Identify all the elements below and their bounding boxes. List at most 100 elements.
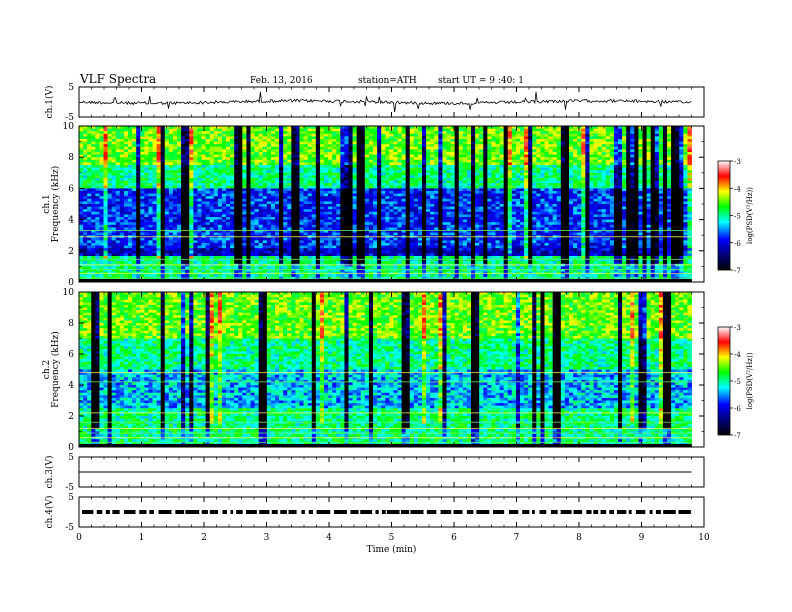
- spectrogram-cell: [552, 159, 558, 163]
- spectrogram-cell: [650, 193, 656, 197]
- spectrogram-cell: [638, 198, 643, 202]
- spectrogram-cell: [532, 141, 537, 145]
- spectrogram-cell: [385, 204, 390, 207]
- spectrogram-cell: [221, 175, 227, 179]
- spectrogram-cell: [593, 204, 598, 207]
- spectrogram-cell: [164, 196, 170, 200]
- spectrogram-cell: [283, 170, 288, 174]
- spectrogram-cell: [373, 191, 378, 194]
- spectrogram-cell: [234, 139, 239, 142]
- spectrogram-cell: [132, 178, 137, 181]
- spectrogram-cell: [377, 172, 382, 176]
- spectrogram-cell: [217, 146, 223, 150]
- spectrogram-cell: [401, 170, 407, 174]
- spectrogram-cell: [430, 131, 435, 135]
- spectrogram-cell: [107, 185, 113, 189]
- spectrogram-cell: [446, 159, 451, 163]
- spectrogram-cell: [213, 191, 219, 194]
- spectrogram-cell: [573, 146, 578, 150]
- spectrogram-cell: [213, 157, 219, 161]
- spectrogram-cell: [201, 167, 206, 171]
- spectrogram-cell: [634, 152, 639, 155]
- spectrogram-cell: [91, 180, 96, 184]
- spectrogram-cell: [303, 196, 309, 200]
- spectrogram-cell: [413, 128, 419, 132]
- spectrogram-cell: [438, 149, 443, 153]
- spectrogram-cell: [601, 185, 607, 189]
- spectrogram-cell: [471, 188, 476, 192]
- spectrogram-cell: [434, 157, 439, 161]
- spectrogram-cell: [479, 146, 484, 150]
- spectrogram-cell: [618, 136, 623, 140]
- spectrogram-cell: [605, 141, 611, 145]
- spectrogram-cell: [426, 201, 431, 205]
- spectrogram-cell: [201, 188, 206, 192]
- spectrogram-cell: [581, 204, 586, 207]
- spectrogram-cell: [79, 126, 84, 129]
- spectrogram-cell: [581, 152, 586, 155]
- spectrogram-cell: [287, 139, 292, 142]
- spectrogram-cell: [634, 204, 639, 207]
- spectrogram-cell: [515, 172, 521, 176]
- spectrogram-cell: [687, 180, 692, 184]
- spectrogram-cell: [115, 165, 121, 168]
- spectrogram-cell: [626, 175, 631, 179]
- spectrogram-cell: [646, 136, 652, 140]
- spectrogram-cell: [487, 183, 492, 187]
- spectrogram-cell: [79, 133, 84, 137]
- spectrogram-cell: [377, 162, 382, 166]
- spectrogram-cell: [524, 144, 529, 148]
- spectrogram-cell: [401, 131, 407, 135]
- spectrogram-cell: [381, 131, 386, 135]
- spectrogram-cell: [107, 170, 113, 174]
- spectrogram-cell: [393, 209, 398, 213]
- spectrogram-cell: [250, 154, 255, 158]
- spectrogram-cell: [258, 141, 264, 145]
- spectrogram-cell: [115, 167, 121, 171]
- spectrogram-cell: [279, 206, 284, 210]
- spectrogram-cell: [544, 152, 549, 155]
- spectrogram-cell: [613, 183, 619, 187]
- spectrogram-cell: [622, 141, 627, 145]
- spectrogram-cell: [356, 152, 362, 155]
- spectrogram-cell: [495, 170, 500, 174]
- spectrogram-cell: [471, 154, 476, 158]
- spectrogram-cell: [287, 157, 292, 161]
- spectrogram-cell: [368, 136, 374, 140]
- spectrogram-cell: [197, 162, 202, 166]
- spectrogram-cell: [201, 196, 206, 200]
- spectrogram-cell: [319, 139, 325, 142]
- spectrogram-cell: [254, 209, 260, 213]
- spectrogram-cell: [569, 165, 574, 168]
- spectrogram-cell: [360, 206, 366, 210]
- spectrogram-cell: [193, 183, 198, 187]
- spectrogram-cell: [283, 193, 288, 197]
- spectrogram-cell: [156, 204, 162, 207]
- spectrogram-cell: [646, 198, 652, 202]
- spectrogram-cell: [213, 172, 219, 176]
- spectrogram-cell: [434, 204, 439, 207]
- spectrogram-cell: [262, 154, 268, 158]
- spectrogram-cell: [181, 165, 186, 168]
- spectrogram-cell: [613, 198, 619, 202]
- spectrogram-cell: [515, 175, 521, 179]
- spectrogram-cell: [548, 136, 554, 140]
- spectrogram-cell: [397, 188, 402, 192]
- spectrogram-cell: [409, 128, 415, 132]
- spectrogram-cell: [136, 128, 141, 132]
- spectrogram-cell: [405, 201, 411, 205]
- spectrogram-cell: [193, 198, 198, 202]
- spectrogram-cell: [250, 204, 255, 207]
- spectrogram-cell: [601, 139, 607, 142]
- spectrogram-cell: [434, 133, 439, 137]
- spectrogram-cell: [123, 146, 129, 150]
- spectrogram-cell: [573, 133, 578, 137]
- spectrogram-cell: [458, 170, 464, 174]
- spectrogram-cell: [283, 183, 288, 187]
- spectrogram-cell: [532, 188, 537, 192]
- spectrogram-cell: [307, 178, 313, 181]
- spectrogram-cell: [123, 196, 129, 200]
- spectrogram-cell: [564, 141, 570, 145]
- spectrogram-cell: [177, 152, 182, 155]
- spectrogram-cell: [295, 131, 300, 135]
